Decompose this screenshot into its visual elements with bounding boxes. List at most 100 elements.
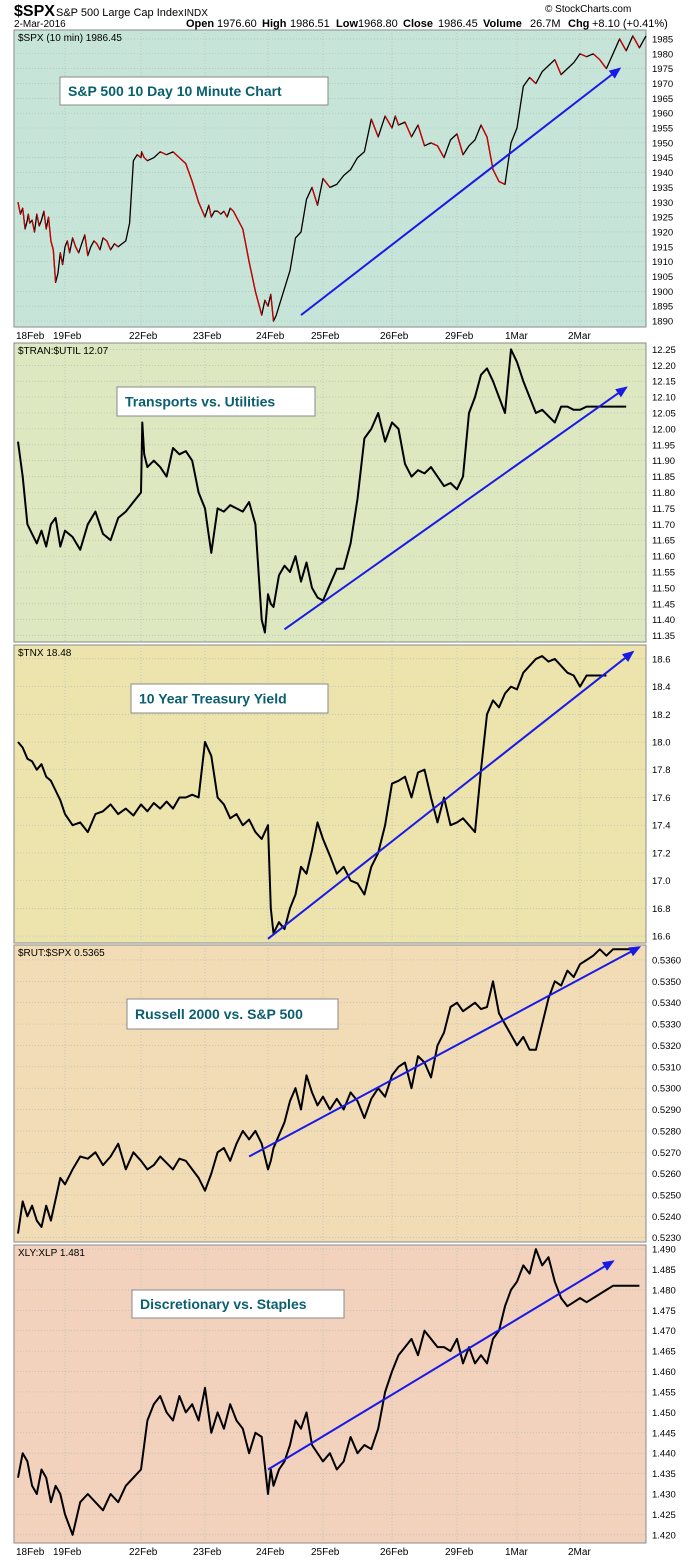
- down-segment: [84, 234, 89, 256]
- y-tick-label: 11.80: [652, 488, 675, 499]
- x-tick-label: 25Feb: [311, 331, 340, 342]
- chart-panel-5: 1.490 1.485 1.480 1.475 1.470 1.465 1.460 1.455…: [13, 1244, 676, 1558]
- down-segment: [242, 228, 250, 262]
- x-tick-label: 29Feb: [445, 1547, 474, 1558]
- y-tick-label: 1.425: [652, 1510, 676, 1521]
- close-value: 1986.45: [438, 18, 478, 30]
- y-tick-label: 0.5330: [652, 1020, 681, 1031]
- trendline-arrow: [267, 650, 635, 940]
- y-tick-label: 1.475: [652, 1306, 676, 1317]
- y-tick-label: 16.6: [652, 932, 671, 943]
- y-tick-label: 17.6: [652, 793, 671, 804]
- down-segment: [248, 261, 257, 292]
- x-tick-label: 24Feb: [256, 1547, 285, 1558]
- y-tick-label: 18.4: [652, 682, 671, 693]
- low-label: Low: [336, 18, 358, 30]
- down-segment: [102, 237, 108, 242]
- down-segment: [430, 142, 438, 147]
- down-segment: [417, 124, 426, 146]
- chg-value: +8.10 (+0.41%): [592, 18, 668, 30]
- volume-label: Volume: [483, 18, 522, 30]
- down-segment: [136, 154, 142, 159]
- y-tick-label: 1955: [652, 124, 673, 135]
- x-tick-label: 18Feb: [16, 331, 45, 342]
- x-tick-label: 23Feb: [193, 331, 222, 342]
- y-tick-label: 0.5350: [652, 977, 681, 988]
- down-segment: [480, 124, 488, 138]
- down-segment: [178, 157, 187, 165]
- down-segment: [17, 202, 22, 215]
- down-segment: [208, 205, 212, 218]
- down-segment: [456, 133, 464, 155]
- y-tick-label: 12.05: [652, 408, 676, 419]
- y-tick-label: 11.55: [652, 568, 675, 579]
- y-tick-label: 0.5300: [652, 1084, 681, 1095]
- series-legend: $TNX 18.48: [18, 648, 72, 659]
- down-segment: [59, 252, 64, 265]
- chart-panel-3: 18.6 18.4 18.2 18.0 17.8 17.6 17.4 17.2 17.0 16.8…: [13, 644, 671, 958]
- x-tick-label: 25Feb: [311, 1547, 340, 1558]
- y-tick-label: 11.40: [652, 615, 675, 626]
- y-tick-label: 0.5240: [652, 1212, 681, 1223]
- high-label: High: [262, 18, 287, 30]
- y-tick-label: 18.6: [652, 654, 671, 665]
- y-tick-label: 1.445: [652, 1428, 676, 1439]
- x-tick-label: 2Mar: [568, 1547, 591, 1558]
- down-segment: [529, 77, 537, 84]
- series-line: [17, 348, 627, 634]
- down-segment: [311, 187, 319, 206]
- y-tick-label: 1930: [652, 198, 673, 209]
- x-tick-label: 1Mar: [505, 331, 528, 342]
- down-segment: [198, 202, 206, 218]
- down-segment: [370, 118, 379, 138]
- y-tick-label: 1935: [652, 183, 673, 194]
- y-tick-label: 1.450: [652, 1408, 676, 1419]
- y-tick-label: 12.10: [652, 393, 676, 404]
- x-tick-label: 22Feb: [129, 331, 158, 342]
- y-tick-label: 0.5310: [652, 1062, 681, 1073]
- y-tick-label: 11.60: [652, 552, 675, 563]
- x-tick-label: 2Mar: [568, 331, 591, 342]
- y-tick-label: 12.25: [652, 345, 676, 356]
- y-tick-label: 17.0: [652, 876, 671, 887]
- low-value: 1968.80: [358, 18, 398, 30]
- close-label: Close: [403, 18, 433, 30]
- annotation-box: [59, 76, 329, 106]
- x-tick-label: 22Feb: [129, 1547, 158, 1558]
- down-segment: [436, 145, 445, 159]
- annotation-box: [130, 683, 329, 714]
- x-tick-label: 26Feb: [380, 331, 409, 342]
- x-tick-label: 19Feb: [53, 1547, 82, 1558]
- annotation-text: 10 Year Treasury Yield: [139, 691, 287, 707]
- y-tick-label: 11.90: [652, 456, 675, 467]
- down-segment: [71, 237, 77, 248]
- symbol-description: S&P 500 Large Cap Index: [56, 7, 184, 19]
- down-segment: [52, 249, 57, 283]
- x-tick-label: 1Mar: [505, 1547, 528, 1558]
- y-tick-label: 18.2: [652, 710, 671, 721]
- down-segment: [27, 213, 31, 224]
- series-legend: $RUT:$SPX 0.5365: [18, 948, 105, 959]
- y-tick-label: 1965: [652, 94, 673, 105]
- y-tick-label: 11.50: [652, 583, 675, 594]
- series-line: [17, 655, 607, 935]
- symbol-title: $SPX: [14, 3, 55, 20]
- y-tick-label: 16.8: [652, 904, 671, 915]
- y-tick-label: 1.485: [652, 1265, 676, 1276]
- y-tick-label: 1905: [652, 272, 673, 283]
- y-tick-label: 0.5260: [652, 1169, 681, 1180]
- x-tick-label: 24Feb: [256, 331, 285, 342]
- x-tick-label: 29Feb: [445, 331, 474, 342]
- down-segment: [554, 59, 562, 75]
- chart-date: 2-Mar-2016: [14, 19, 66, 30]
- y-tick-label: 1950: [652, 138, 673, 149]
- down-segment: [599, 59, 607, 69]
- down-segment: [22, 208, 26, 230]
- exchange-label: INDX: [184, 8, 208, 19]
- y-tick-label: 0.5250: [652, 1190, 681, 1201]
- y-tick-label: 1915: [652, 242, 673, 253]
- y-tick-label: 0.5280: [652, 1126, 681, 1137]
- y-tick-label: 11.35: [652, 631, 675, 642]
- down-segment: [229, 207, 234, 212]
- down-segment: [404, 121, 413, 138]
